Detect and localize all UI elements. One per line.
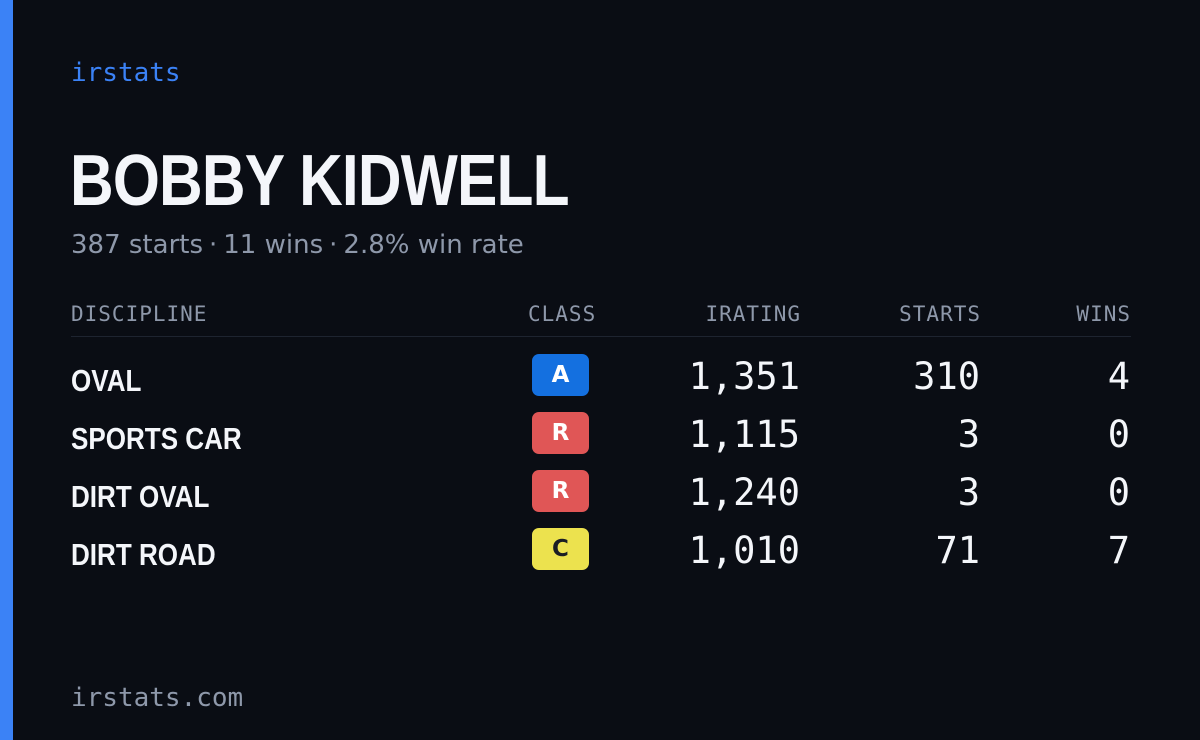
wins-count: 11 wins — [223, 230, 324, 260]
license-class-badge: A — [532, 354, 589, 396]
accent-bar — [0, 0, 13, 740]
discipline-name: SPORTS CAR — [71, 421, 242, 456]
driver-summary: 387 starts · 11 wins · 2.8% win rate — [71, 228, 524, 262]
separator-dot: · — [329, 230, 338, 260]
separator-dot: · — [209, 230, 218, 260]
discipline-name: OVAL — [71, 363, 142, 398]
wins-value: 7 — [1107, 529, 1130, 572]
stats-table: DISCIPLINE CLASS IRATING STARTS WINS OVA… — [71, 298, 1131, 572]
starts-value: 310 — [913, 355, 980, 398]
footer-url[interactable]: irstats.com — [71, 683, 244, 713]
table-row: DIRT OVAL R 1,240 3 0 — [71, 453, 1131, 514]
brand-logo[interactable]: irstats — [71, 58, 181, 88]
starts-value: 71 — [935, 529, 980, 572]
discipline-name: DIRT ROAD — [71, 537, 216, 572]
table-header: DISCIPLINE CLASS IRATING STARTS WINS — [71, 298, 1131, 337]
license-class-badge: R — [532, 412, 589, 454]
license-class-badge: R — [532, 470, 589, 512]
table-row: OVAL A 1,351 310 4 — [71, 337, 1131, 398]
driver-name: BOBBY KIDWELL — [70, 141, 570, 221]
header-starts: STARTS — [899, 302, 981, 326]
starts-value: 3 — [957, 471, 980, 514]
irating-value: 1,115 — [688, 413, 800, 456]
license-class-badge: C — [532, 528, 589, 570]
starts-count: 387 starts — [71, 230, 203, 260]
header-class: CLASS — [528, 302, 597, 326]
header-wins: WINS — [1076, 302, 1131, 326]
irating-value: 1,351 — [688, 355, 800, 398]
irating-value: 1,010 — [688, 529, 800, 572]
discipline-name: DIRT OVAL — [71, 479, 210, 514]
table-row: DIRT ROAD C 1,010 71 7 — [71, 511, 1131, 572]
irating-value: 1,240 — [688, 471, 800, 514]
starts-value: 3 — [957, 413, 980, 456]
table-row: SPORTS CAR R 1,115 3 0 — [71, 395, 1131, 456]
wins-value: 0 — [1107, 413, 1130, 456]
header-discipline: DISCIPLINE — [71, 302, 208, 326]
wins-value: 0 — [1107, 471, 1130, 514]
header-irating: IRATING — [705, 302, 801, 326]
wins-value: 4 — [1107, 355, 1130, 398]
win-rate: 2.8% win rate — [343, 230, 524, 260]
